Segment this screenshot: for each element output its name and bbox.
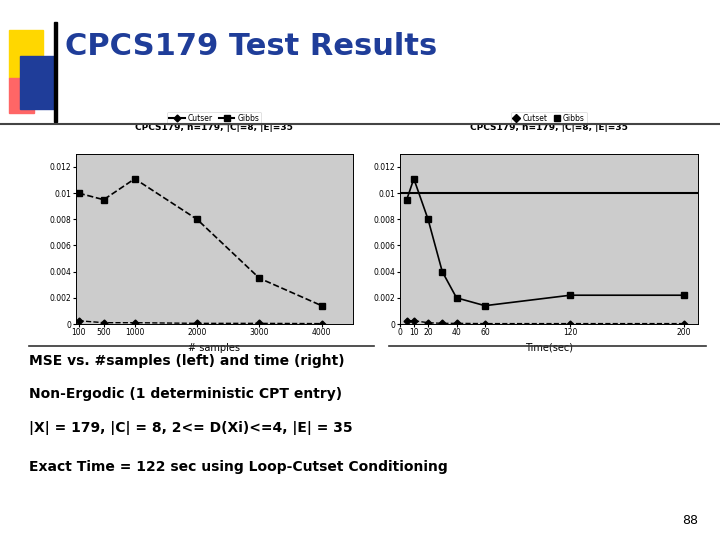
Gibbs bbox=[318, 302, 326, 309]
Gibbs bbox=[74, 190, 83, 197]
Gibbs bbox=[130, 176, 139, 182]
Cutser bbox=[130, 320, 139, 326]
Cutser bbox=[99, 320, 108, 326]
Text: CPCS179 Test Results: CPCS179 Test Results bbox=[65, 32, 437, 62]
Gibbs bbox=[566, 292, 575, 299]
Cutset bbox=[438, 320, 446, 327]
Cutset bbox=[566, 320, 575, 327]
Cutset bbox=[452, 320, 461, 327]
Gibbs bbox=[424, 216, 433, 222]
Text: Non-Ergodic (1 deterministic CPT entry): Non-Ergodic (1 deterministic CPT entry) bbox=[29, 387, 342, 401]
Bar bbox=[9, 30, 43, 78]
Text: |X| = 179, |C| = 8, 2<= D(Xi)<=4, |E| = 35: |X| = 179, |C| = 8, 2<= D(Xi)<=4, |E| = … bbox=[29, 421, 352, 435]
Cutser bbox=[193, 320, 202, 327]
X-axis label: Time(sec): Time(sec) bbox=[525, 343, 573, 353]
Gibbs bbox=[438, 268, 446, 275]
Gibbs bbox=[680, 292, 688, 299]
Gibbs bbox=[410, 176, 418, 182]
Cutset bbox=[410, 318, 418, 324]
Gibbs bbox=[99, 197, 108, 203]
Line: Cutset: Cutset bbox=[405, 318, 687, 326]
Cutset bbox=[680, 320, 688, 327]
Cutser bbox=[318, 320, 326, 327]
Cutset bbox=[481, 320, 490, 327]
Gibbs bbox=[481, 302, 490, 309]
Text: CPCS179, n=179, |C|=8, |E|=35: CPCS179, n=179, |C|=8, |E|=35 bbox=[469, 123, 628, 132]
Gibbs bbox=[193, 216, 202, 222]
Text: CPCS179, n=179, |C|=8, |E|=35: CPCS179, n=179, |C|=8, |E|=35 bbox=[135, 123, 293, 132]
Legend: Cutset, Gibbs: Cutset, Gibbs bbox=[511, 112, 587, 125]
Text: MSE vs. #samples (left) and time (right): MSE vs. #samples (left) and time (right) bbox=[29, 354, 344, 368]
Cutset bbox=[424, 320, 433, 326]
Gibbs bbox=[255, 275, 264, 281]
X-axis label: # samples: # samples bbox=[188, 343, 240, 353]
Bar bbox=[20, 56, 55, 109]
Cutser bbox=[255, 320, 264, 327]
Line: Gibbs: Gibbs bbox=[76, 176, 325, 309]
Text: 88: 88 bbox=[683, 514, 698, 526]
Text: Exact Time = 122 sec using Loop-Cutset Conditioning: Exact Time = 122 sec using Loop-Cutset C… bbox=[29, 460, 448, 474]
Bar bbox=[9, 78, 34, 113]
Cutser bbox=[74, 318, 83, 324]
Line: Gibbs: Gibbs bbox=[404, 176, 688, 309]
Gibbs bbox=[452, 295, 461, 301]
Gibbs bbox=[402, 197, 411, 203]
Line: Cutser: Cutser bbox=[76, 318, 324, 326]
Bar bbox=[54, 22, 57, 122]
Cutset bbox=[402, 318, 411, 324]
Legend: Cutser, Gibbs: Cutser, Gibbs bbox=[167, 112, 261, 125]
